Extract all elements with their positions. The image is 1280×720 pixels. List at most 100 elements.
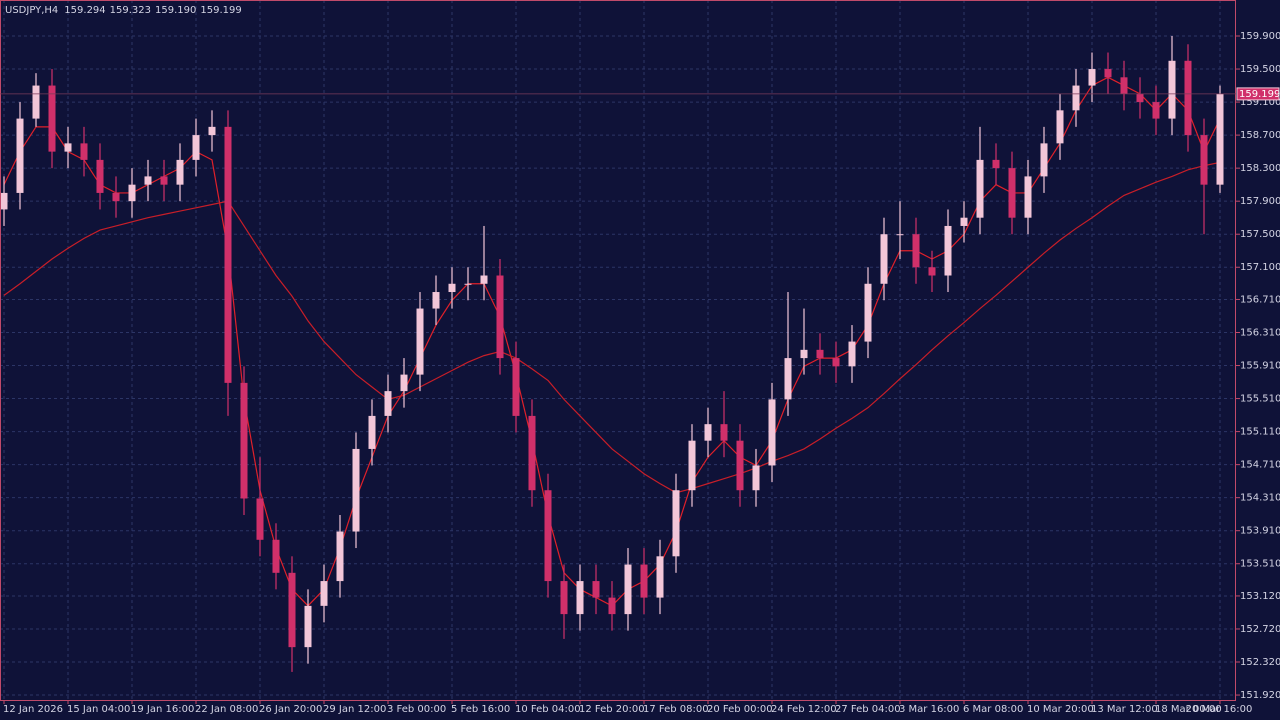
candle-body bbox=[304, 605, 312, 648]
candle-body bbox=[736, 440, 744, 491]
y-tick-label: 157.100 bbox=[1240, 262, 1280, 273]
candle-body bbox=[272, 539, 280, 573]
candle-body bbox=[64, 143, 72, 152]
y-tick-label: 153.910 bbox=[1240, 526, 1280, 537]
candle-body bbox=[768, 399, 776, 466]
x-tick-label: 5 Feb 16:00 bbox=[451, 704, 510, 715]
candle-body bbox=[256, 498, 264, 540]
candle-body bbox=[208, 126, 216, 136]
candle-body bbox=[1056, 110, 1064, 144]
candle-body bbox=[800, 349, 808, 359]
x-tick-label: 12 Jan 2026 bbox=[3, 704, 63, 715]
x-tick-label: 20 Feb 00:00 bbox=[707, 704, 773, 715]
quote-low: 159.190 bbox=[155, 5, 196, 16]
candle-body bbox=[224, 126, 232, 383]
candle-body bbox=[16, 118, 24, 193]
candle-body bbox=[80, 143, 88, 160]
symbol-header: USDJPY,H4 159.294 159.323 159.190 159.199 bbox=[5, 5, 242, 16]
candle-body bbox=[320, 581, 328, 606]
candle-body bbox=[368, 415, 376, 449]
x-tick-label: 6 Mar 08:00 bbox=[963, 704, 1023, 715]
candle-body bbox=[160, 176, 168, 185]
candle-body bbox=[352, 448, 360, 532]
candle-body bbox=[1216, 93, 1224, 185]
x-tick-label: 10 Mar 20:00 bbox=[1027, 704, 1094, 715]
x-tick-label: 18 Mar 00:00 bbox=[1155, 704, 1222, 715]
y-tick-label: 156.710 bbox=[1240, 294, 1280, 305]
y-tick-label: 151.920 bbox=[1240, 690, 1280, 701]
y-tick-label: 157.900 bbox=[1240, 196, 1280, 207]
candle-body bbox=[656, 556, 664, 598]
candle-body bbox=[512, 358, 520, 416]
x-tick-label: 29 Jan 12:00 bbox=[323, 704, 386, 715]
candle-body bbox=[1024, 176, 1032, 218]
quote-high: 159.323 bbox=[110, 5, 151, 16]
y-tick-label: 153.120 bbox=[1240, 591, 1280, 602]
candle-body bbox=[496, 275, 504, 359]
candle-body bbox=[400, 374, 408, 392]
candle-body bbox=[784, 358, 792, 400]
x-tick-label: 15 Jan 04:00 bbox=[67, 704, 130, 715]
x-tick-label: 26 Jan 20:00 bbox=[259, 704, 322, 715]
x-tick-label: 22 Jan 08:00 bbox=[195, 704, 258, 715]
candle-body bbox=[448, 283, 456, 293]
x-tick-label: 24 Feb 12:00 bbox=[771, 704, 837, 715]
candle-body bbox=[528, 415, 536, 491]
y-tick-label: 159.900 bbox=[1240, 31, 1280, 42]
candle-body bbox=[1136, 93, 1144, 103]
y-tick-label: 159.500 bbox=[1240, 64, 1280, 75]
candle-body bbox=[240, 382, 248, 499]
x-tick-label: 12 Feb 20:00 bbox=[579, 704, 645, 715]
candle-body bbox=[1008, 168, 1016, 218]
candle-body bbox=[336, 531, 344, 582]
candle-body bbox=[688, 440, 696, 491]
candle-body bbox=[192, 135, 200, 160]
candle-body bbox=[288, 572, 296, 648]
candle-body bbox=[560, 581, 568, 615]
grid bbox=[0, 0, 1236, 700]
candle-body bbox=[112, 192, 120, 202]
candle-body bbox=[704, 424, 712, 441]
y-tick-label: 155.110 bbox=[1240, 427, 1280, 438]
candle-body bbox=[544, 490, 552, 582]
symbol: USDJPY,H4 bbox=[5, 5, 58, 16]
quote-open: 159.294 bbox=[64, 5, 105, 16]
candle-body bbox=[928, 267, 936, 276]
candle-body bbox=[672, 490, 680, 557]
candle-body bbox=[576, 581, 584, 615]
y-tick-label: 155.510 bbox=[1240, 394, 1280, 405]
candle-body bbox=[1184, 60, 1192, 136]
candle-body bbox=[0, 192, 8, 210]
candle-body bbox=[640, 564, 648, 598]
candle-body bbox=[592, 581, 600, 598]
x-tick-label: 3 Mar 16:00 bbox=[899, 704, 959, 715]
candle-body bbox=[144, 176, 152, 185]
candle-body bbox=[624, 564, 632, 615]
candle-body bbox=[976, 159, 984, 218]
x-tick-label: 13 Mar 12:00 bbox=[1091, 704, 1158, 715]
y-tick-label: 156.310 bbox=[1240, 327, 1280, 338]
axes: 159.900 159.500 159.100 158.700 158.300 157.9… bbox=[0, 31, 1280, 715]
candle-body bbox=[832, 358, 840, 367]
last-price-label: 159.199 bbox=[1239, 89, 1280, 100]
candle-body bbox=[1152, 102, 1160, 119]
plot-border bbox=[0, 0, 1236, 701]
candle-body bbox=[1040, 143, 1048, 177]
y-tick-label: 153.510 bbox=[1240, 559, 1280, 570]
candle-body bbox=[752, 465, 760, 491]
candle-body bbox=[864, 283, 872, 342]
candles bbox=[0, 36, 1224, 672]
candle-body bbox=[1088, 69, 1096, 86]
candle-body bbox=[848, 341, 856, 367]
x-tick-label: 19 Jan 16:00 bbox=[131, 704, 194, 715]
candle-body bbox=[1168, 60, 1176, 119]
candle-body bbox=[176, 159, 184, 185]
candle-body bbox=[880, 234, 888, 284]
candle-body bbox=[384, 391, 392, 416]
candle-body bbox=[816, 349, 824, 359]
y-tick-label: 154.710 bbox=[1240, 460, 1280, 471]
y-tick-label: 159.100 bbox=[1240, 97, 1280, 108]
